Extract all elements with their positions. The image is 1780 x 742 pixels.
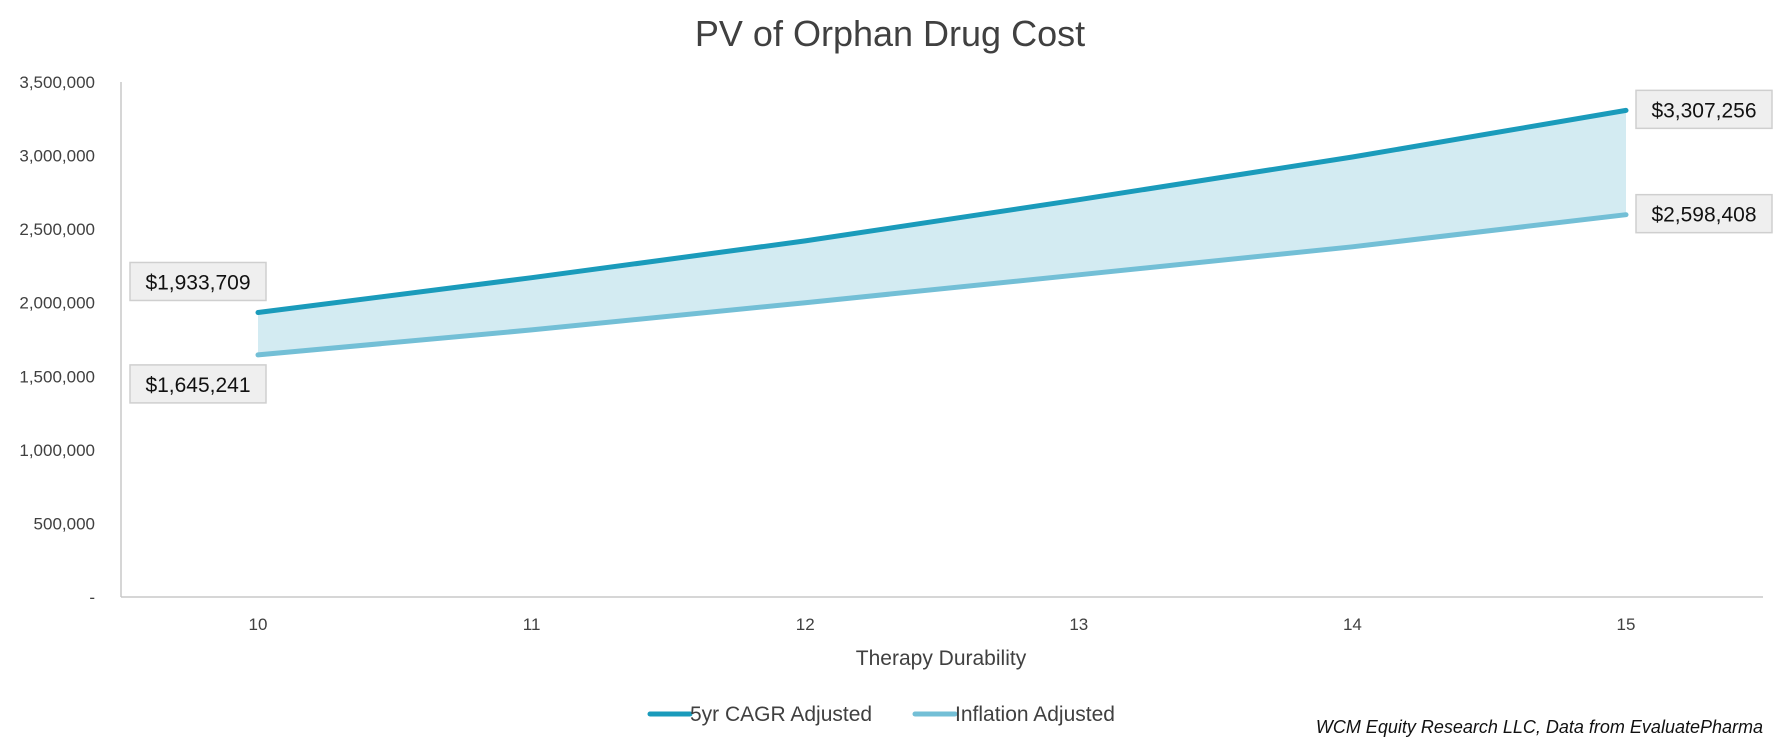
y-tick-label: 2,000,000 [19, 294, 95, 313]
plot-area [255, 107, 1629, 358]
data-callout: $3,307,256 [1635, 89, 1773, 130]
data-callout: $1,933,709 [129, 261, 267, 302]
y-tick-label: 1,000,000 [19, 441, 95, 460]
callout-label: $1,933,709 [145, 271, 250, 294]
source-note: WCM Equity Research LLC, Data from Evalu… [1316, 717, 1763, 737]
y-tick-label: 1,500,000 [19, 367, 95, 386]
y-tick-label: - [89, 588, 95, 607]
callout-box [129, 364, 267, 404]
legend-item: Inflation Adjusted [912, 703, 1115, 726]
callout-label: $3,307,256 [1651, 99, 1756, 122]
x-tick-label: 12 [796, 615, 815, 634]
y-tick-label: 3,500,000 [19, 73, 95, 92]
series-line-inflation-adjusted [255, 212, 1629, 358]
x-tick-label: 10 [249, 615, 268, 634]
x-tick-label: 11 [523, 615, 541, 634]
data-callout: $2,598,408 [1635, 193, 1773, 234]
legend-label: Inflation Adjusted [955, 703, 1115, 726]
y-axis-ticks: - 500,000 1,000,000 1,500,000 2,000,000 2,500… [19, 73, 95, 607]
callout-box [1635, 89, 1773, 130]
x-tick-label: 13 [1069, 615, 1088, 634]
legend-label: 5yr CAGR Adjusted [690, 703, 872, 726]
x-tick-label: 14 [1343, 615, 1362, 634]
y-tick-label: 500,000 [34, 514, 95, 533]
legend: 5yr CAGR Adjusted Inflation Adjusted [647, 703, 1115, 726]
x-axis-title: Therapy Durability [856, 647, 1027, 670]
y-tick-label: 2,500,000 [19, 220, 95, 239]
x-axis-ticks: 10 11 12 13 14 15 [249, 615, 1636, 634]
legend-item: 5yr CAGR Adjusted [647, 703, 872, 726]
series-line-cagr-adjusted [255, 107, 1629, 315]
callout-box [129, 261, 267, 302]
callout-label: $2,598,408 [1651, 204, 1756, 227]
chart-title: PV of Orphan Drug Cost [695, 13, 1085, 54]
range-band [258, 110, 1626, 355]
data-callout: $1,645,241 [129, 364, 267, 404]
x-tick-label: 15 [1617, 615, 1636, 634]
y-tick-label: 3,000,000 [19, 147, 95, 166]
callout-label: $1,645,241 [145, 374, 250, 397]
data-callouts: $1,933,709 $1,645,241 $3,307,256 $2,598,408 [129, 89, 1773, 404]
callout-box [1635, 193, 1773, 234]
